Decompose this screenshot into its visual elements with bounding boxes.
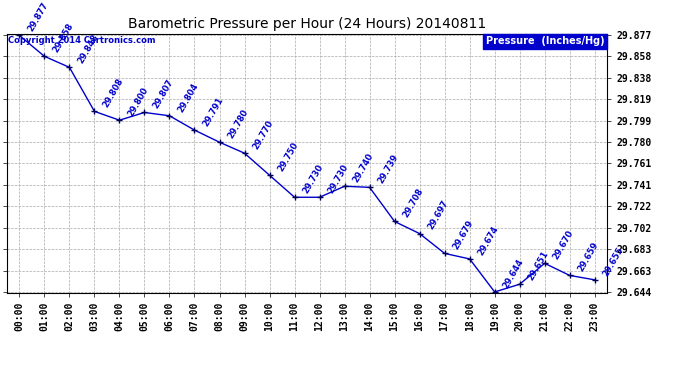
Text: 29.655: 29.655 xyxy=(602,245,626,278)
Text: 29.730: 29.730 xyxy=(302,163,326,195)
Text: 29.740: 29.740 xyxy=(351,152,375,184)
Text: 29.780: 29.780 xyxy=(226,108,250,140)
Text: 29.708: 29.708 xyxy=(402,187,426,219)
Text: 29.730: 29.730 xyxy=(326,163,351,195)
Text: 29.877: 29.877 xyxy=(26,1,50,33)
Text: 29.651: 29.651 xyxy=(526,249,551,282)
Text: Pressure  (Inches/Hg): Pressure (Inches/Hg) xyxy=(486,36,604,46)
Text: 29.659: 29.659 xyxy=(577,241,600,273)
Text: 29.644: 29.644 xyxy=(502,257,526,290)
Text: 29.674: 29.674 xyxy=(477,224,500,257)
Text: 29.770: 29.770 xyxy=(251,119,275,151)
Text: 29.791: 29.791 xyxy=(201,96,226,128)
Text: 29.858: 29.858 xyxy=(51,22,75,54)
Title: Barometric Pressure per Hour (24 Hours) 20140811: Barometric Pressure per Hour (24 Hours) … xyxy=(128,17,486,31)
Text: 29.739: 29.739 xyxy=(377,153,400,185)
Text: 29.848: 29.848 xyxy=(77,33,100,65)
Text: 29.697: 29.697 xyxy=(426,199,451,231)
Text: 29.750: 29.750 xyxy=(277,141,300,173)
Text: 29.670: 29.670 xyxy=(551,229,575,261)
Text: Copyright 2014 Cartronics.com: Copyright 2014 Cartronics.com xyxy=(8,36,156,45)
Text: 29.807: 29.807 xyxy=(151,78,175,110)
Text: 29.804: 29.804 xyxy=(177,81,200,114)
Text: 29.808: 29.808 xyxy=(101,77,126,109)
Text: 29.800: 29.800 xyxy=(126,86,150,118)
Text: 29.679: 29.679 xyxy=(451,219,475,251)
